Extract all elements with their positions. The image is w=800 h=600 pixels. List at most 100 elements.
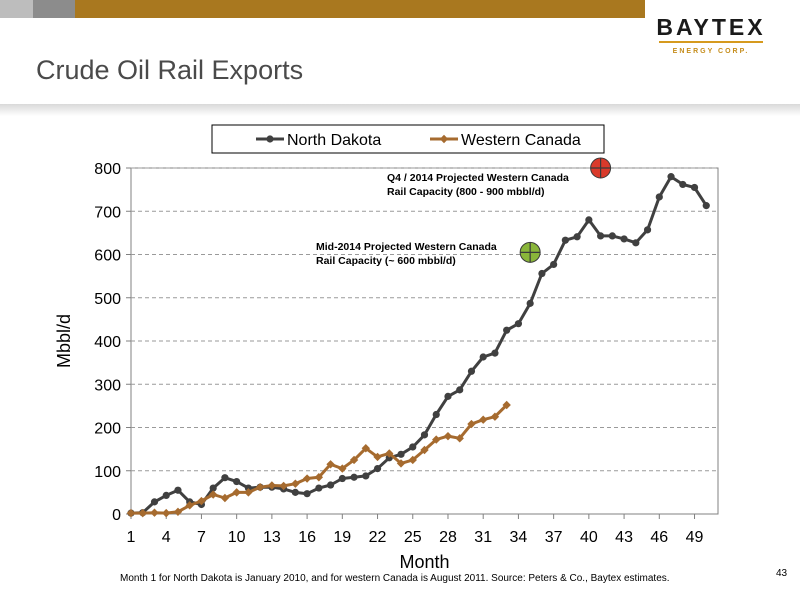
accent-segment-grey xyxy=(33,0,75,18)
north-dakota-point xyxy=(432,410,440,419)
north-dakota-point xyxy=(491,349,499,357)
logo-rule xyxy=(659,41,763,43)
western-canada-point xyxy=(314,473,324,482)
y-tick-label: 200 xyxy=(94,421,121,438)
north-dakota-point xyxy=(150,498,159,506)
western-canada-point xyxy=(361,444,370,453)
western-canada-point xyxy=(138,508,147,518)
legend-label-western-canada: Western Canada xyxy=(461,132,581,149)
western-canada-point xyxy=(396,459,406,468)
north-dakota-point xyxy=(690,183,699,192)
accent-segment-gold xyxy=(75,0,645,18)
western-canada-point xyxy=(467,419,476,429)
legend-marker-western-canada xyxy=(439,134,449,144)
footnote: Month 1 for North Dakota is January 2010… xyxy=(120,573,670,584)
north-dakota-point xyxy=(608,232,616,240)
x-tick-label: 43 xyxy=(615,529,633,546)
x-tick-label: 1 xyxy=(127,529,136,546)
page-title: Crude Oil Rail Exports xyxy=(36,55,304,85)
north-dakota-point xyxy=(315,484,323,492)
north-dakota-point xyxy=(597,232,605,240)
y-tick-label: 100 xyxy=(94,464,121,481)
y-tick-label: 0 xyxy=(112,507,121,524)
western-canada-point xyxy=(291,479,300,488)
north-dakota-point xyxy=(503,326,511,334)
x-tick-label: 37 xyxy=(545,529,563,546)
north-dakota-point xyxy=(667,173,675,181)
top-accent-bar xyxy=(0,0,645,18)
logo-subtitle: ENERGY CORP. xyxy=(672,48,750,55)
western-canada-point xyxy=(208,490,218,499)
north-dakota-point xyxy=(444,392,452,400)
north-dakota-point xyxy=(209,484,217,492)
annotation-mid-line2: Rail Capacity (~ 600 mbbl/d) xyxy=(316,255,456,267)
western-canada-point xyxy=(326,460,335,469)
x-tick-label: 16 xyxy=(298,529,316,546)
x-tick-label: 4 xyxy=(162,529,171,546)
western-canada-point xyxy=(502,400,511,410)
north-dakota-point xyxy=(303,490,311,498)
north-dakota-point xyxy=(479,353,487,361)
north-dakota-point xyxy=(244,484,252,492)
y-tick-label: 300 xyxy=(94,377,121,394)
x-tick-label: 46 xyxy=(650,529,668,546)
western-canada-point xyxy=(173,507,183,517)
north-dakota-point xyxy=(291,488,299,496)
western-canada-point xyxy=(150,508,159,517)
x-axis-label: Month xyxy=(399,552,449,572)
y-axis-label: Mbbl/d xyxy=(54,314,74,368)
x-tick-label: 31 xyxy=(474,529,492,546)
north-dakota-point xyxy=(643,226,652,234)
western-canada-point xyxy=(162,508,171,518)
western-canada-point xyxy=(479,415,488,424)
legend-marker-north-dakota xyxy=(266,135,274,143)
y-tick-label: 600 xyxy=(94,248,121,265)
western-canada-point xyxy=(279,481,288,491)
western-canada-point xyxy=(255,482,265,492)
north-dakota-point xyxy=(221,474,229,482)
western-canada-point xyxy=(385,449,394,458)
x-tick-label: 13 xyxy=(263,529,281,546)
north-dakota-point xyxy=(174,486,182,494)
north-dakota-point xyxy=(373,464,382,473)
x-tick-label: 28 xyxy=(439,529,457,546)
western-canada-point xyxy=(338,464,347,473)
north-dakota-point xyxy=(326,481,335,489)
western-canada-point xyxy=(455,434,464,443)
north-dakota-point xyxy=(338,474,346,483)
north-dakota-point xyxy=(620,235,628,243)
north-dakota-point xyxy=(573,233,581,241)
baytex-logo: BAYTEX ENERGY CORP. xyxy=(656,14,766,60)
page-number: 43 xyxy=(776,568,788,579)
x-tick-label: 19 xyxy=(333,529,351,546)
y-tick-label: 500 xyxy=(94,291,121,308)
western-canada-point xyxy=(267,481,277,490)
western-canada-point xyxy=(420,445,429,455)
legend-label-north-dakota: North Dakota xyxy=(287,132,381,149)
north-dakota-point xyxy=(362,472,370,480)
accent-segment-light xyxy=(0,0,33,18)
north-dakota-point xyxy=(514,320,523,328)
western-canada-point xyxy=(373,452,382,462)
western-canada-point xyxy=(232,488,241,497)
western-canada-point xyxy=(443,431,453,441)
western-canada-point xyxy=(185,501,194,510)
western-canada-point xyxy=(244,488,253,497)
western-canada-point xyxy=(490,412,500,421)
y-tick-label: 700 xyxy=(94,204,121,221)
north-dakota-point xyxy=(233,477,241,486)
x-tick-label: 40 xyxy=(580,529,598,546)
x-tick-label: 7 xyxy=(197,529,206,546)
plot-area xyxy=(130,167,719,515)
western-canada-point xyxy=(432,435,441,444)
north-dakota-point xyxy=(679,180,687,189)
annotation-q4-line1: Q4 / 2014 Projected Western Canada xyxy=(387,172,569,184)
north-dakota-point xyxy=(585,216,593,224)
western-canada-point xyxy=(220,493,230,503)
y-tick-label: 800 xyxy=(94,161,121,178)
y-tick-label: 400 xyxy=(94,334,121,351)
x-tick-label: 10 xyxy=(228,529,246,546)
x-tick-label: 25 xyxy=(404,529,422,546)
logo-wordmark: BAYTEX xyxy=(656,14,766,40)
north-dakota-point xyxy=(409,443,417,451)
